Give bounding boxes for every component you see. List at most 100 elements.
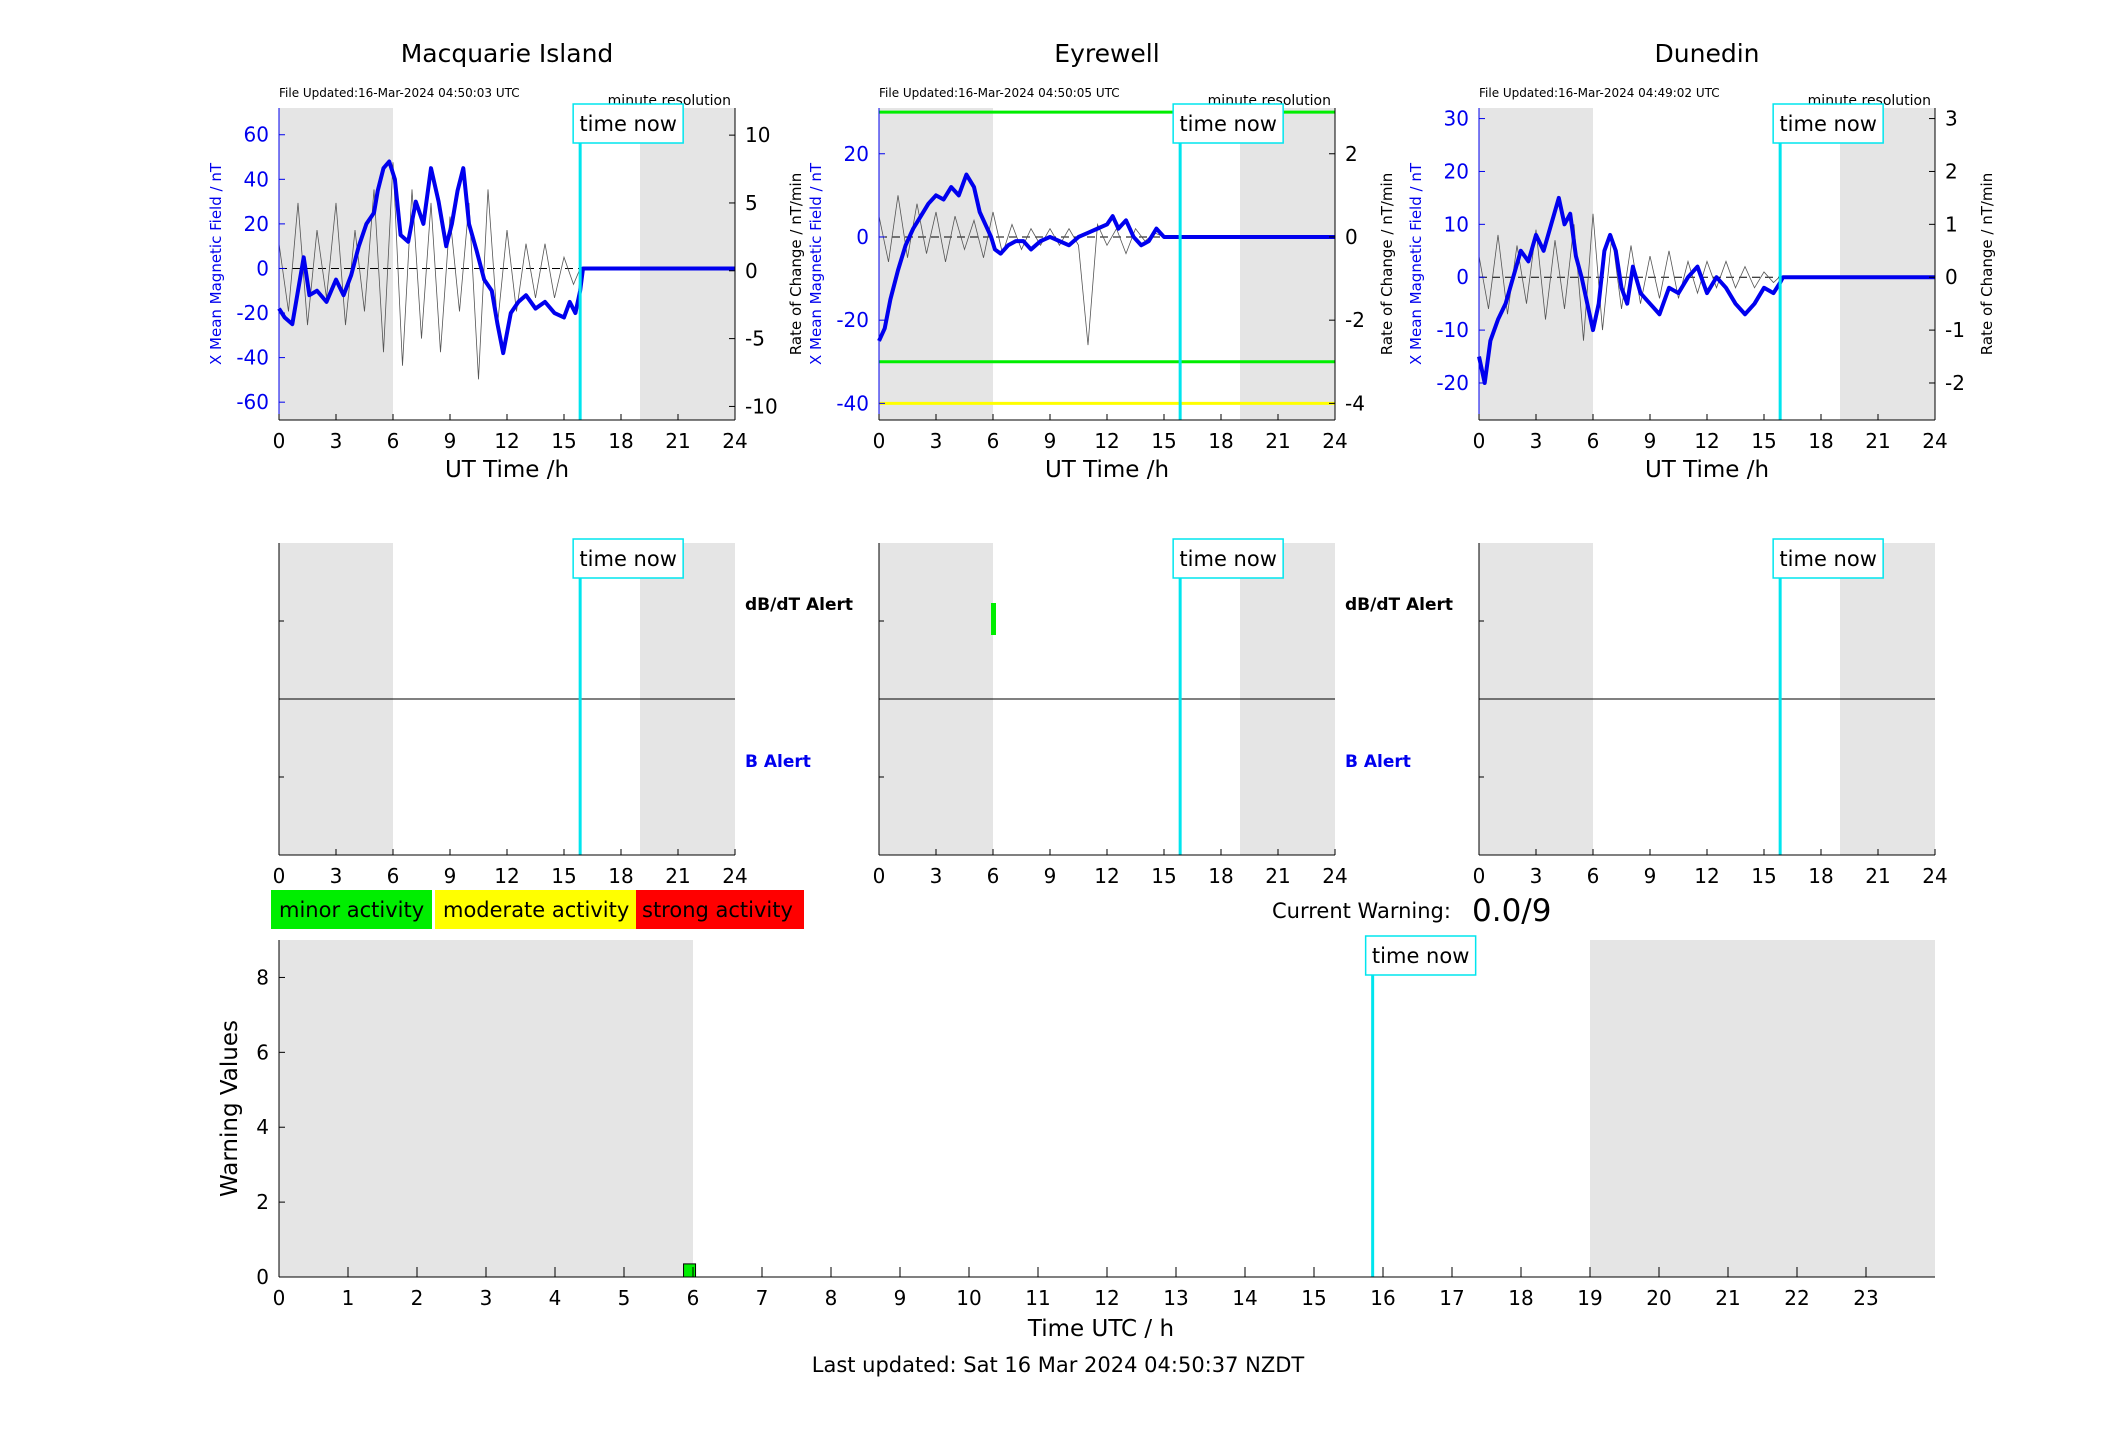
macquarie-xtick-label-3: 9: [444, 429, 457, 453]
macquarie-xtick-label-8: 24: [722, 429, 747, 453]
macquarie-ytick-left-label-5: 40: [244, 167, 269, 191]
macquarie-ytick-left-label-4: 20: [244, 212, 269, 236]
dunedin-file-updated: File Updated:16-Mar-2024 04:49:02 UTC: [1479, 86, 1720, 100]
eyrewell-xtick-label-2: 6: [987, 429, 1000, 453]
dunedin-ytick-left-label-0: -20: [1436, 371, 1469, 395]
macquarie-ytick-right-label-1: -5: [745, 327, 765, 351]
eyrewell-ytick-right-label-1: -2: [1345, 308, 1365, 332]
dunedin-ylabel-left: X Mean Magnetic Field / nT: [1407, 162, 1425, 365]
alert-eyrewell-xtick-label-3: 9: [1044, 864, 1057, 888]
warning-xtick-label-1: 1: [342, 1286, 355, 1310]
dunedin-xtick-label-5: 15: [1751, 429, 1776, 453]
alert-dunedin-time-now-box: [1772, 538, 1884, 579]
alert-eyrewell-xtick-label-7: 21: [1265, 864, 1290, 888]
eyrewell-xlabel: UT Time /h: [1045, 457, 1169, 483]
warning-xtick-label-9: 9: [894, 1286, 907, 1310]
alert-macquarie-xtick-label-4: 12: [494, 864, 519, 888]
warning-ylabel: Warning Values: [217, 1020, 243, 1197]
macquarie-ylabel-left: X Mean Magnetic Field / nT: [207, 162, 225, 365]
warning-xtick-label-5: 5: [618, 1286, 631, 1310]
warning-xtick-label-11: 11: [1025, 1286, 1050, 1310]
legend-minor-label: minor activity: [279, 898, 424, 922]
alert-dunedin-xtick-label-4: 12: [1694, 864, 1719, 888]
b-alert-label-2: B Alert: [1345, 752, 1411, 772]
warning-xtick-label-4: 4: [549, 1286, 562, 1310]
current-warning-value: 0.0/9: [1472, 893, 1551, 929]
dunedin-night-band-0: [1479, 108, 1593, 420]
footer-last-updated: Last updated: Sat 16 Mar 2024 04:50:37 N…: [812, 1353, 1305, 1377]
dunedin-xtick-label-0: 0: [1473, 429, 1486, 453]
dbdt-alert-label-2: dB/dT Alert: [1345, 595, 1453, 615]
eyrewell-ytick-right-label-2: 0: [1345, 225, 1358, 249]
eyrewell-ytick-left-label-3: 20: [844, 142, 869, 166]
dunedin-ytick-left-label-2: 0: [1456, 265, 1469, 289]
dunedin-xtick-label-7: 21: [1865, 429, 1890, 453]
macquarie-field-panel: Macquarie Island File Updated:16-Mar-2024…: [207, 39, 778, 483]
eyrewell-ytick-right-label-3: 2: [1345, 142, 1358, 166]
legend-strong-label: strong activity: [642, 898, 793, 922]
warning-xtick-label-19: 19: [1577, 1286, 1602, 1310]
dunedin-rate-series: [1478, 213, 1780, 341]
macquarie-ytick-left-label-6: 60: [244, 123, 269, 147]
alert-dunedin-xtick-label-6: 18: [1808, 864, 1833, 888]
alert-macquarie-xtick-label-2: 6: [387, 864, 400, 888]
alert-macquarie-xtick-label-5: 15: [551, 864, 576, 888]
alert-eyrewell-xtick-label-1: 3: [930, 864, 943, 888]
warning-xtick-label-2: 2: [411, 1286, 424, 1310]
macquarie-xtick-label-2: 6: [387, 429, 400, 453]
eyrewell-xtick-label-6: 18: [1208, 429, 1233, 453]
alert-macquarie-xtick-label-0: 0: [273, 864, 286, 888]
eyrewell-field-panel: Eyrewell File Updated:16-Mar-2024 04:50:0…: [787, 39, 1396, 483]
dunedin-ytick-right-label-0: -2: [1945, 371, 1965, 395]
macquarie-field-series: [277, 159, 735, 356]
warning-night-band-0: [279, 940, 693, 1277]
alert-macquarie-xtick-label-6: 18: [608, 864, 633, 888]
macquarie-ytick-left-label-2: -20: [236, 301, 269, 325]
warning-xlabel: Time UTC / h: [1027, 1316, 1174, 1342]
alert-dunedin-time-now-label: time now: [1779, 547, 1876, 571]
dunedin-time-now-label: time now: [1779, 112, 1876, 136]
current-warning-label: Current Warning:: [1272, 899, 1451, 923]
warning-time-now-label: time now: [1372, 944, 1469, 968]
alert-eyrewell-xtick-label-0: 0: [873, 864, 886, 888]
macquarie-ytick-right-label-2: 0: [745, 259, 758, 283]
alert-eyrewell-xtick-label-2: 6: [987, 864, 1000, 888]
warning-ytick-label-1: 2: [256, 1190, 269, 1214]
macquarie-xtick-label-5: 15: [551, 429, 576, 453]
dbdt-alert-label-1: dB/dT Alert: [745, 595, 853, 615]
eyrewell-alert-panel: time now 0 3 6 9 12 15 18 21 24: [873, 538, 1348, 888]
dunedin-xtick-label-8: 24: [1922, 429, 1947, 453]
macquarie-ytick-left-label-1: -40: [236, 346, 269, 370]
b-alert-label-1: B Alert: [745, 752, 811, 772]
warning-xtick-label-8: 8: [825, 1286, 838, 1310]
macquarie-xtick-label-4: 12: [494, 429, 519, 453]
dunedin-ytick-right-label-3: 1: [1945, 212, 1958, 236]
dunedin-xtick-label-6: 18: [1808, 429, 1833, 453]
macquarie-time-now-label: time now: [579, 112, 676, 136]
alert-eyrewell-xtick-label-4: 12: [1094, 864, 1119, 888]
alert-eyrewell-time-now-label: time now: [1179, 547, 1276, 571]
warning-ytick-label-3: 6: [256, 1040, 269, 1064]
alert-macquarie-xtick-label-8: 24: [722, 864, 747, 888]
macquarie-ytick-left-label-3: 0: [256, 256, 269, 280]
legend-moderate-swatch: [435, 890, 636, 929]
alert-macquarie-xtick-label-7: 21: [665, 864, 690, 888]
dunedin-xlabel: UT Time /h: [1645, 457, 1769, 483]
warning-xtick-label-13: 13: [1163, 1286, 1188, 1310]
alert-dunedin-xtick-label-1: 3: [1530, 864, 1543, 888]
legend-moderate-label: moderate activity: [443, 898, 629, 922]
macquarie-xlabel: UT Time /h: [445, 457, 569, 483]
dunedin-night-band-1: [1840, 108, 1935, 420]
eyrewell-xtick-label-3: 9: [1044, 429, 1057, 453]
eyrewell-file-updated: File Updated:16-Mar-2024 04:50:05 UTC: [879, 86, 1120, 100]
macquarie-xtick-label-6: 18: [608, 429, 633, 453]
macquarie-ytick-left-label-0: -60: [236, 390, 269, 414]
dunedin-ytick-right-label-5: 3: [1945, 107, 1958, 131]
eyrewell-xtick-label-0: 0: [873, 429, 886, 453]
macquarie-ytick-right-label-3: 5: [745, 191, 758, 215]
warning-xtick-label-0: 0: [273, 1286, 286, 1310]
macquarie-xtick-label-1: 3: [330, 429, 343, 453]
warning-xtick-label-14: 14: [1232, 1286, 1257, 1310]
